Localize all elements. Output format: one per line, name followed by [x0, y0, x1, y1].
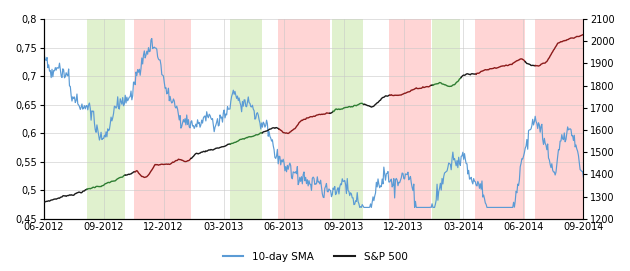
Bar	[230, 19, 262, 219]
Bar	[333, 19, 364, 219]
Bar	[432, 19, 461, 219]
Bar	[87, 19, 125, 219]
Bar	[389, 19, 431, 219]
Bar	[134, 19, 190, 219]
Legend: 10-day SMA, S&P 500: 10-day SMA, S&P 500	[219, 247, 411, 266]
Bar	[535, 19, 586, 219]
Bar	[278, 19, 329, 219]
Bar	[476, 19, 525, 219]
